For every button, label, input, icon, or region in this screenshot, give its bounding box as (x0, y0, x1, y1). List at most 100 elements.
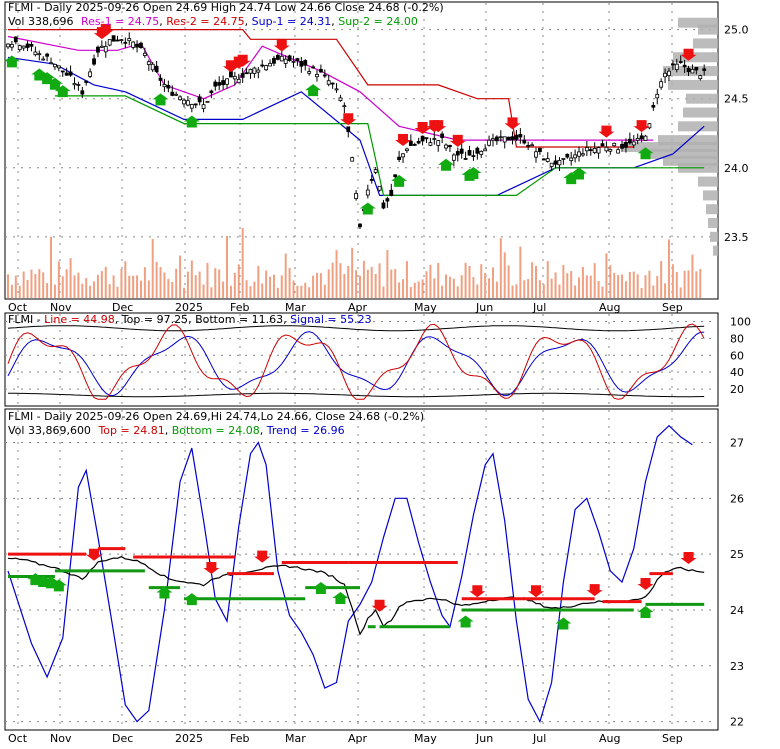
resistance-magenta-line (7, 35, 654, 141)
volume-bar (26, 280, 29, 298)
volume-bar (210, 287, 213, 298)
price-x-tick-label: Sep (662, 301, 683, 314)
candle-body (358, 223, 362, 228)
volume-bar (50, 236, 53, 298)
volume-bar (398, 282, 401, 298)
candle-body (299, 61, 304, 67)
volume-bar (89, 285, 92, 298)
volume-bar (108, 284, 111, 298)
volume-profile-bar (713, 245, 718, 256)
volume-bar (613, 272, 616, 298)
volume-bar (667, 239, 670, 298)
candle-body (565, 153, 570, 158)
candle-body (436, 140, 441, 146)
volume-bar (179, 255, 182, 298)
volume-bar (636, 274, 639, 298)
candle-body (405, 148, 409, 152)
price-panel-grid (5, 3, 718, 298)
volume-bar (476, 284, 479, 298)
candle-body (491, 138, 495, 141)
volume-bar (519, 246, 522, 298)
trend-x-tick-label: Mar (285, 732, 306, 745)
volume-bar (339, 263, 342, 298)
volume-profile-bar (663, 155, 718, 166)
volume-bar (327, 269, 330, 298)
candle-body (37, 53, 42, 56)
volume-bar (597, 281, 600, 298)
volume-bar (159, 267, 162, 298)
candle-body (33, 51, 38, 56)
price-header-title: FLMI - Daily 2025-09-26 Open 24.69 High … (8, 1, 444, 14)
volume-bar (687, 270, 690, 298)
volume-bar (566, 273, 569, 298)
volume-bar (695, 271, 698, 298)
price-x-tick-label: Oct (8, 301, 28, 314)
trend-y-ticks: 22 23 24 25 26 27 (730, 436, 744, 728)
candle-body (659, 81, 664, 88)
candle-body (115, 39, 120, 42)
volume-bar (617, 275, 620, 298)
volume-profile-bar (708, 218, 718, 229)
candle-body (311, 66, 315, 69)
candle-body (369, 179, 374, 181)
volume-bar (347, 265, 350, 298)
candle-body (350, 157, 355, 162)
trend-signal-arrows (27, 548, 697, 630)
trend-sell-arrow (469, 585, 486, 598)
volume-bar (163, 272, 166, 298)
osc-bottom-label: Bottom = 11.63 (195, 313, 283, 326)
candle-body (541, 158, 546, 161)
volume-bar (308, 287, 311, 298)
oscillator-y-ticks: 20 40 60 80 100 (730, 315, 751, 396)
volume-bar (570, 270, 573, 298)
volume-bar (679, 287, 682, 298)
volume-bar (269, 276, 272, 298)
volume-bar (574, 285, 577, 298)
candle-body (334, 88, 339, 91)
sell-arrow (504, 117, 521, 130)
volume-bar (112, 275, 115, 298)
price-y-ticks: 23.5 24.0 24.5 25.0 (724, 24, 749, 244)
volume-bar (206, 262, 209, 298)
volume-bar (272, 274, 275, 298)
volume-bar (558, 284, 561, 298)
buy-arrow (465, 167, 482, 180)
volume-profile-bar (698, 24, 718, 35)
volume-bar (22, 271, 25, 298)
volume-bar (257, 265, 260, 298)
candle-body (41, 58, 46, 61)
candle-body (189, 104, 194, 109)
volume-bar (664, 283, 667, 298)
candle-body (432, 138, 437, 140)
sup1-label: Sup-1 = 24.31 (252, 15, 332, 28)
candle-body (498, 136, 503, 139)
volume-bar (30, 269, 33, 298)
osc-signal-label: Signal = 55.23 (290, 313, 372, 326)
support-green-line (54, 95, 705, 196)
candle-body (275, 54, 280, 60)
candle-body (99, 45, 104, 48)
candle-body (424, 137, 429, 140)
volume-bar (554, 272, 557, 298)
price-y-tick-label: 25.0 (724, 24, 749, 37)
candle-body (318, 68, 323, 73)
volume-bar (147, 280, 150, 298)
trend-x-tick-label: May (414, 732, 437, 745)
volume-bar (382, 286, 385, 298)
oscillator-y-tick-label: 20 (730, 383, 744, 396)
volume-bar (136, 275, 139, 298)
candle-body (111, 35, 116, 42)
candle-body (88, 71, 93, 77)
volume-bar (632, 271, 635, 298)
trend-x-tick-label: 2025 (175, 732, 203, 745)
osc-top-label: Top = 97.25 (121, 313, 188, 326)
volume-profile-bar (623, 142, 718, 153)
trend-x-tick-label: Sep (662, 732, 683, 745)
trend-y-tick-label: 27 (730, 436, 744, 449)
volume-bar (621, 274, 624, 298)
volume-bar (319, 273, 322, 298)
volume-bar (523, 280, 526, 298)
volume-bar (624, 281, 627, 298)
candle-body (663, 72, 667, 78)
oscillator-top-line (7, 325, 705, 332)
